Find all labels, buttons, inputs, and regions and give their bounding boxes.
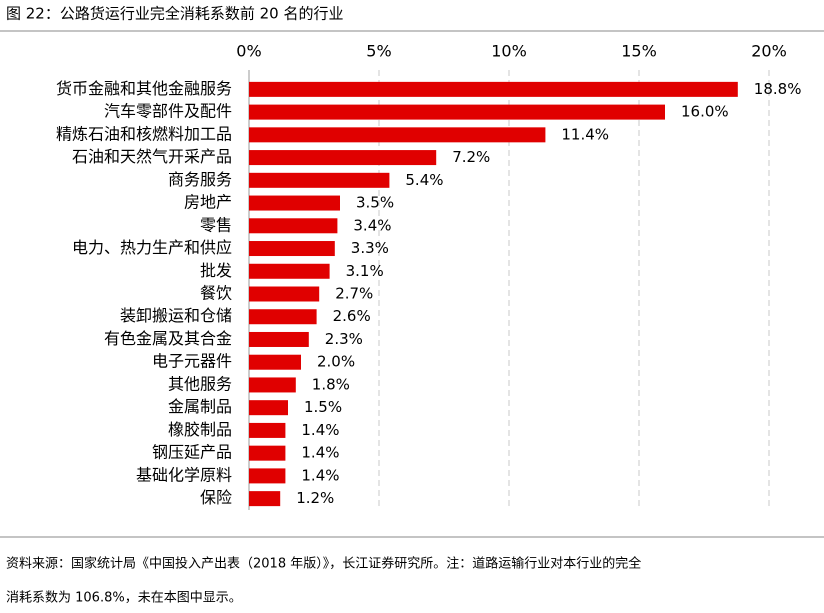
data-label: 3.5% xyxy=(356,194,394,212)
bar xyxy=(249,286,320,302)
y-tick-label: 其他服务 xyxy=(168,374,232,393)
y-tick-label: 批发 xyxy=(200,261,232,280)
data-label: 2.7% xyxy=(335,285,373,303)
bar xyxy=(249,491,281,507)
y-tick-label: 钢压延产品 xyxy=(152,443,232,462)
y-tick-label: 电子元器件 xyxy=(152,352,232,371)
source-note: 消耗系数为 106.8%，未在本图中显示。 xyxy=(6,591,242,606)
bar xyxy=(249,218,338,234)
bar xyxy=(249,445,286,461)
y-tick-label: 有色金属及其合金 xyxy=(104,329,232,348)
y-tick-label: 石油和天然气开采产品 xyxy=(72,147,232,166)
chart-title: 图 22：公路货运行业完全消耗系数前 20 名的行业 xyxy=(6,5,343,23)
data-label: 3.4% xyxy=(353,216,391,234)
data-label: 1.4% xyxy=(301,466,339,484)
bar xyxy=(249,195,340,211)
y-tick-label: 房地产 xyxy=(184,193,232,212)
x-tick-label: 20% xyxy=(751,42,787,61)
x-tick-label: 15% xyxy=(621,42,657,61)
bar xyxy=(249,309,317,325)
data-label: 18.8% xyxy=(754,80,802,98)
bar xyxy=(249,400,288,416)
data-label: 16.0% xyxy=(681,103,729,121)
bar xyxy=(249,377,296,393)
x-tick-label: 10% xyxy=(491,42,527,61)
data-label: 7.2% xyxy=(452,148,490,166)
source-note: 资料来源：国家统计局《中国投入产出表（2018 年版）》，长江证券研究所。注：道… xyxy=(6,556,641,572)
bar xyxy=(249,127,546,143)
y-tick-label: 保险 xyxy=(200,488,232,507)
bar xyxy=(249,263,330,279)
y-tick-label: 金属制品 xyxy=(168,397,232,416)
y-tick-label: 基础化学原料 xyxy=(136,465,232,484)
data-label: 3.1% xyxy=(346,262,384,280)
bar xyxy=(249,331,309,347)
data-label: 11.4% xyxy=(561,125,609,143)
data-label: 1.4% xyxy=(301,444,339,462)
y-tick-label: 装卸搬运和仓储 xyxy=(120,306,232,325)
y-tick-label: 零售 xyxy=(200,215,232,234)
data-label: 3.3% xyxy=(351,239,389,257)
bar xyxy=(249,354,301,370)
bar xyxy=(249,241,335,257)
y-tick-label: 橡胶制品 xyxy=(168,420,232,439)
bar xyxy=(249,81,738,97)
y-tick-label: 电力、热力生产和供应 xyxy=(72,238,232,257)
bar xyxy=(249,150,437,166)
x-tick-label: 0% xyxy=(236,42,261,61)
data-label: 2.0% xyxy=(317,353,355,371)
y-tick-label: 餐饮 xyxy=(200,284,232,303)
bar xyxy=(249,172,390,188)
data-label: 5.4% xyxy=(405,171,443,189)
bar xyxy=(249,422,286,438)
data-label: 1.8% xyxy=(312,375,350,393)
y-tick-label: 商务服务 xyxy=(168,170,232,189)
data-label: 2.3% xyxy=(325,330,363,348)
data-label: 1.4% xyxy=(301,421,339,439)
y-tick-label: 货币金融和其他金融服务 xyxy=(56,79,232,98)
bar xyxy=(249,468,286,484)
x-tick-label: 5% xyxy=(366,42,391,61)
y-tick-label: 汽车零部件及配件 xyxy=(104,102,232,121)
bar xyxy=(249,104,665,120)
y-tick-label: 精炼石油和核燃料加工品 xyxy=(56,124,232,143)
data-label: 2.6% xyxy=(333,307,371,325)
data-label: 1.5% xyxy=(304,398,342,416)
data-label: 1.2% xyxy=(296,489,334,507)
